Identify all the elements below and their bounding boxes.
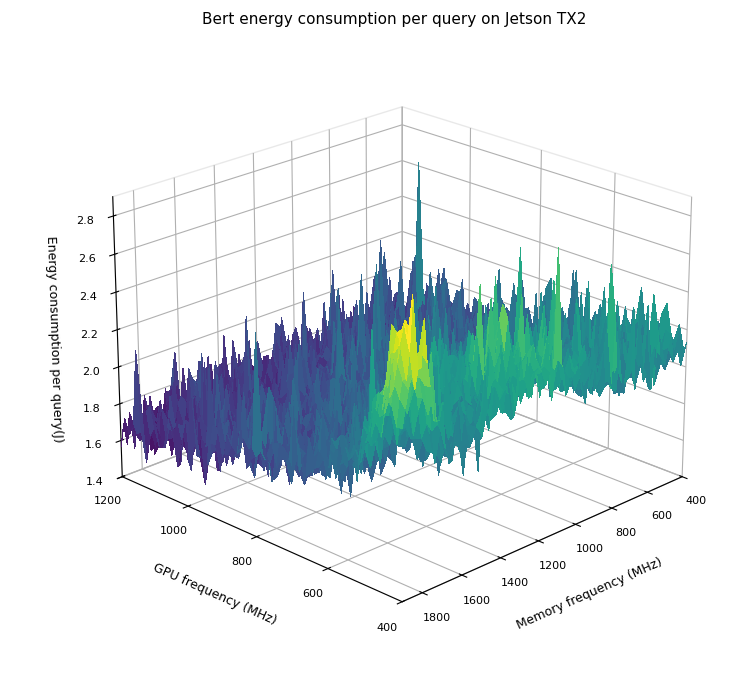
Title: Bert energy consumption per query on Jetson TX2: Bert energy consumption per query on Jet… [202,12,586,26]
Y-axis label: GPU frequency (MHz): GPU frequency (MHz) [151,561,278,627]
X-axis label: Memory frequency (MHz): Memory frequency (MHz) [515,556,664,632]
